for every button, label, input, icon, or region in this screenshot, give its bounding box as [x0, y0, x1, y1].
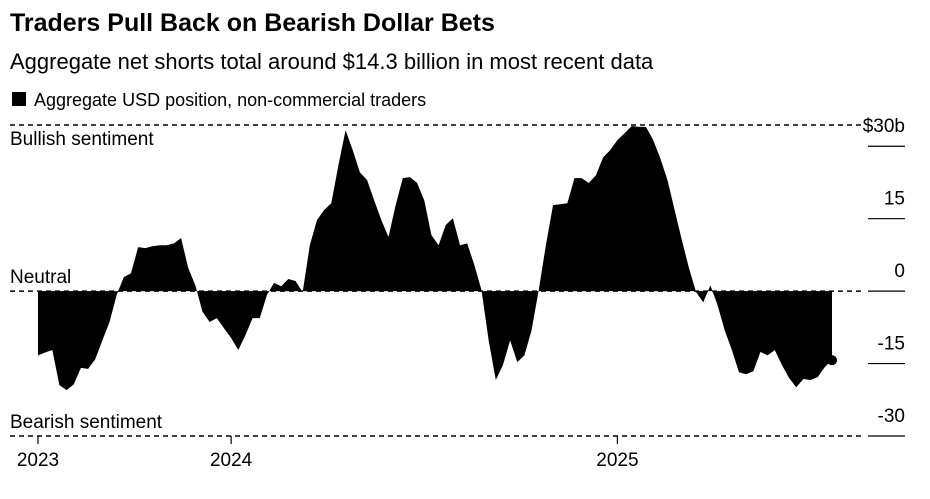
chart-subtitle: Aggregate net shorts total around $14.3 … [10, 49, 654, 74]
y-tick-label: -15 [878, 334, 905, 355]
annotation: Bearish sentiment [10, 412, 163, 433]
x-tick-label: 2023 [17, 450, 59, 471]
legend-label: Aggregate USD position, non-commercial t… [34, 90, 426, 110]
chart-title: Traders Pull Back on Bearish Dollar Bets [10, 9, 495, 37]
y-tick-label: -30 [878, 406, 905, 427]
y-tick-label: 15 [884, 189, 905, 210]
y-tick-label: 0 [894, 261, 905, 282]
legend-swatch [12, 92, 26, 106]
x-tick-label: 2024 [210, 450, 253, 471]
annotation: Neutral [10, 267, 71, 288]
y-tick-label: $30b [863, 116, 905, 137]
area [38, 125, 832, 391]
x-tick-label: 2025 [596, 450, 638, 471]
end-marker [827, 355, 837, 366]
annotation: Bullish sentiment [10, 129, 154, 150]
